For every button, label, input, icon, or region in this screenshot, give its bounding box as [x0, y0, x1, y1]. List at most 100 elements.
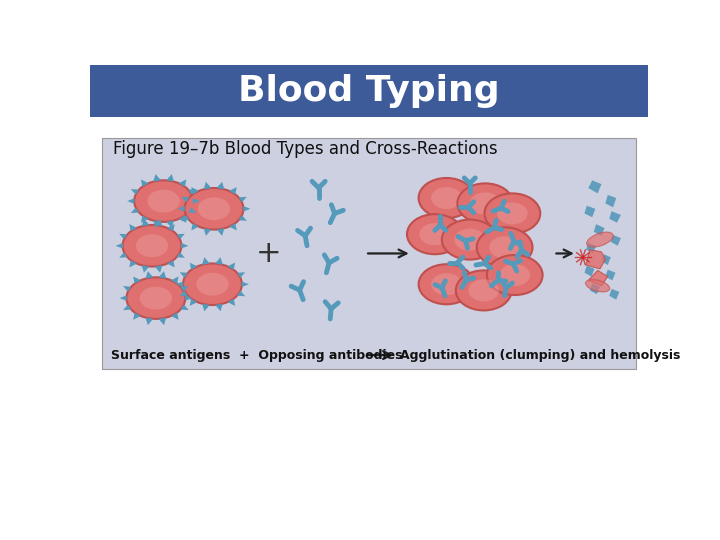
Polygon shape	[237, 272, 246, 278]
Polygon shape	[181, 197, 189, 202]
Polygon shape	[176, 281, 184, 287]
Polygon shape	[130, 224, 137, 231]
Polygon shape	[179, 179, 186, 187]
Polygon shape	[153, 220, 161, 228]
Polygon shape	[585, 206, 595, 217]
Ellipse shape	[470, 192, 500, 214]
Polygon shape	[142, 219, 149, 226]
Polygon shape	[609, 289, 619, 300]
Polygon shape	[243, 206, 251, 212]
Polygon shape	[181, 286, 189, 292]
Polygon shape	[193, 198, 200, 204]
Text: Surface antigens  +  Opposing antibodies: Surface antigens + Opposing antibodies	[111, 349, 402, 362]
Polygon shape	[131, 189, 139, 194]
Polygon shape	[586, 249, 606, 269]
Polygon shape	[141, 215, 148, 223]
Ellipse shape	[500, 264, 530, 286]
Polygon shape	[192, 187, 199, 194]
Polygon shape	[586, 242, 596, 253]
Polygon shape	[215, 257, 222, 265]
Polygon shape	[179, 272, 188, 278]
Ellipse shape	[122, 225, 181, 267]
Polygon shape	[204, 228, 212, 236]
Polygon shape	[202, 257, 210, 265]
Polygon shape	[158, 318, 166, 325]
Polygon shape	[155, 265, 162, 273]
Polygon shape	[153, 174, 161, 181]
Polygon shape	[609, 211, 621, 222]
Text: +: +	[256, 239, 281, 268]
Polygon shape	[237, 291, 246, 296]
Polygon shape	[185, 295, 192, 301]
Ellipse shape	[456, 271, 512, 310]
Polygon shape	[120, 295, 127, 301]
Ellipse shape	[184, 188, 243, 230]
Ellipse shape	[140, 287, 172, 309]
Ellipse shape	[420, 223, 450, 245]
Ellipse shape	[198, 197, 230, 220]
Bar	[102, 138, 636, 369]
Polygon shape	[601, 254, 611, 265]
Polygon shape	[611, 235, 621, 246]
Polygon shape	[588, 180, 601, 193]
Polygon shape	[123, 305, 131, 310]
Polygon shape	[166, 220, 174, 228]
Ellipse shape	[418, 264, 474, 304]
Polygon shape	[167, 260, 175, 267]
Polygon shape	[130, 260, 137, 267]
Ellipse shape	[148, 190, 180, 213]
Text: Agglutination (clumping) and hemolysis: Agglutination (clumping) and hemolysis	[400, 349, 680, 362]
Polygon shape	[229, 187, 237, 194]
Ellipse shape	[183, 264, 242, 305]
Polygon shape	[229, 223, 237, 231]
Polygon shape	[158, 271, 166, 279]
Ellipse shape	[418, 178, 474, 218]
Bar	[90, 65, 648, 117]
Polygon shape	[238, 197, 247, 202]
Polygon shape	[242, 281, 249, 287]
Ellipse shape	[127, 278, 185, 319]
Polygon shape	[188, 189, 197, 194]
Ellipse shape	[487, 255, 543, 295]
Polygon shape	[145, 318, 153, 325]
Polygon shape	[590, 284, 600, 294]
Polygon shape	[192, 223, 199, 231]
Ellipse shape	[477, 227, 533, 267]
Polygon shape	[145, 271, 153, 279]
Polygon shape	[120, 234, 127, 239]
Text: Figure 19–7b Blood Types and Cross-Reactions: Figure 19–7b Blood Types and Cross-React…	[113, 140, 498, 159]
Polygon shape	[123, 286, 131, 292]
Polygon shape	[228, 299, 235, 306]
Text: Blood Typing: Blood Typing	[238, 74, 500, 108]
Polygon shape	[202, 303, 210, 311]
Polygon shape	[606, 195, 616, 207]
Ellipse shape	[197, 273, 229, 296]
Polygon shape	[142, 265, 149, 273]
Polygon shape	[178, 206, 185, 212]
Polygon shape	[594, 224, 605, 236]
Ellipse shape	[134, 180, 193, 222]
Ellipse shape	[468, 279, 499, 301]
Polygon shape	[141, 179, 148, 187]
Polygon shape	[217, 228, 225, 236]
Polygon shape	[167, 224, 175, 231]
Polygon shape	[190, 299, 197, 306]
Ellipse shape	[431, 187, 462, 209]
Ellipse shape	[490, 237, 520, 258]
Ellipse shape	[442, 220, 498, 260]
Polygon shape	[179, 215, 186, 223]
Polygon shape	[176, 234, 185, 239]
Ellipse shape	[497, 202, 528, 225]
Polygon shape	[228, 262, 235, 270]
Polygon shape	[606, 269, 616, 280]
Polygon shape	[217, 182, 225, 190]
Polygon shape	[585, 266, 595, 276]
Polygon shape	[171, 313, 179, 320]
Polygon shape	[181, 243, 189, 248]
Ellipse shape	[485, 193, 540, 233]
Polygon shape	[215, 303, 222, 311]
Polygon shape	[204, 182, 212, 190]
Polygon shape	[179, 291, 188, 296]
Polygon shape	[116, 243, 123, 248]
Polygon shape	[588, 271, 608, 286]
